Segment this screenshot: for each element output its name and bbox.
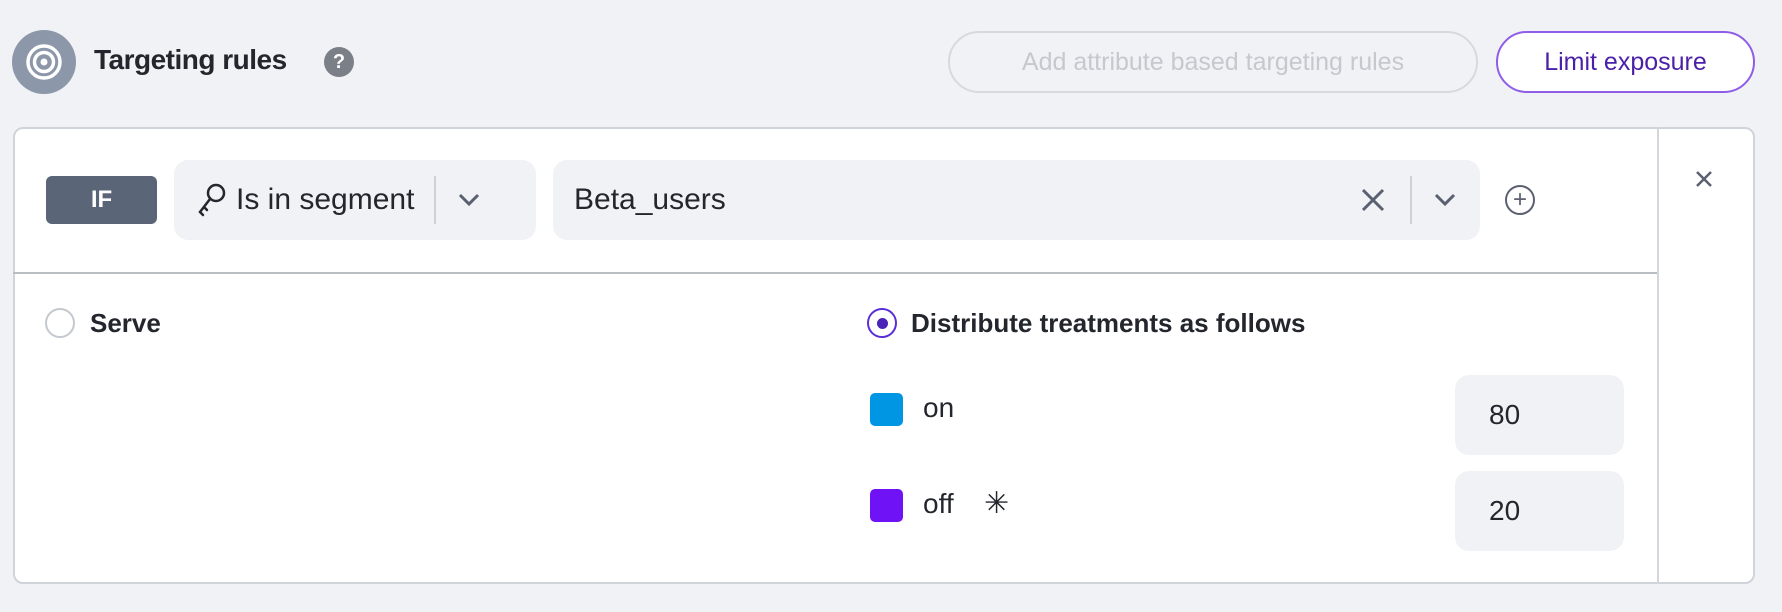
separator	[434, 176, 437, 224]
treatment-name: off	[923, 488, 954, 519]
treatment-name: on	[923, 392, 955, 423]
serve-label: Serve	[90, 308, 161, 338]
page-title: Targeting rules	[94, 44, 287, 75]
treatment-percent-input[interactable]: 20	[1455, 471, 1624, 551]
chevron-down-icon[interactable]	[1434, 193, 1456, 207]
chevron-down-icon[interactable]	[458, 193, 480, 207]
matcher-select[interactable]: Is in segment	[174, 160, 536, 240]
target-icon	[12, 30, 76, 94]
default-treatment-icon: ✳	[984, 487, 1010, 520]
add-attribute-rules-button[interactable]: Add attribute based targeting rules	[948, 31, 1478, 93]
limit-exposure-button[interactable]: Limit exposure	[1496, 31, 1755, 93]
key-icon	[196, 182, 228, 218]
segment-value: Beta_users	[574, 183, 726, 216]
close-icon[interactable]	[1692, 160, 1716, 199]
divider	[1657, 127, 1659, 584]
clear-icon[interactable]	[1360, 187, 1386, 213]
serve-radio[interactable]	[45, 308, 75, 338]
if-badge: IF	[46, 176, 157, 224]
help-icon[interactable]: ?	[324, 47, 354, 77]
matcher-value: Is in segment	[236, 183, 415, 216]
add-condition-icon[interactable]: +	[1505, 185, 1535, 215]
treatment-color-swatch	[870, 393, 903, 426]
separator	[1410, 176, 1412, 224]
segment-select[interactable]: Beta_users	[553, 160, 1480, 240]
distribute-label: Distribute treatments as follows	[911, 308, 1306, 338]
distribute-radio[interactable]	[867, 308, 897, 338]
divider	[13, 272, 1657, 274]
treatment-percent-input[interactable]: 80	[1455, 375, 1624, 455]
treatment-color-swatch	[870, 489, 903, 522]
